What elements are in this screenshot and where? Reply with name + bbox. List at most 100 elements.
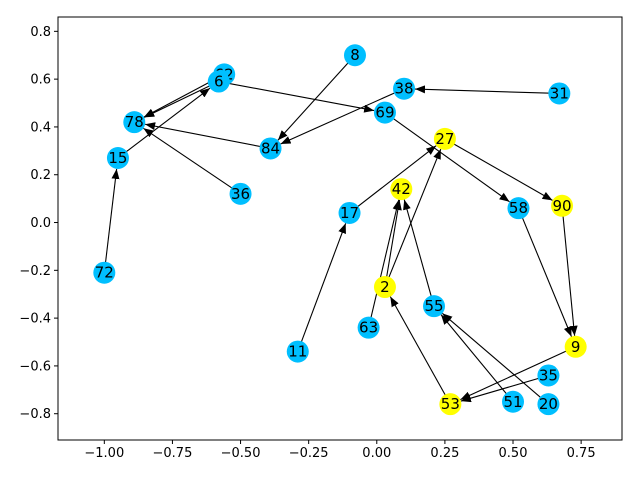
node-9: 9 (564, 335, 587, 358)
node-circle (93, 261, 116, 284)
edge-27-to-90 (444, 138, 553, 201)
edge-51-to-55 (440, 314, 514, 403)
node-label: 35 (539, 366, 558, 384)
node-label: 2 (380, 278, 390, 296)
node-label: 51 (503, 393, 522, 411)
node-circle (537, 364, 560, 387)
edge-63-to-42 (368, 199, 401, 328)
y-tick-label: −0.4 (19, 312, 51, 327)
node-63: 63 (357, 316, 380, 339)
node-circle (423, 295, 445, 318)
node-11: 11 (286, 340, 309, 363)
node-circle (338, 201, 361, 224)
node-circle (390, 178, 413, 201)
node-69: 69 (373, 101, 396, 124)
node-17: 17 (338, 201, 361, 224)
edge-38-to-84 (280, 88, 405, 145)
node-label: 55 (424, 297, 443, 315)
x-tick-label: −0.75 (153, 446, 193, 461)
x-axis-ticks: −1.00 −0.75 −0.50 −0.25 0.00 0.25 0.50 0.75 (84, 440, 596, 461)
edge-8-to-84 (277, 54, 356, 141)
x-tick-label: 0.00 (362, 446, 391, 461)
edge-6-to-69 (218, 80, 375, 113)
node-label: 8 (350, 46, 360, 64)
node-label: 9 (571, 338, 581, 356)
y-tick-label: 0.2 (30, 168, 51, 183)
node-circle (207, 70, 230, 93)
node-circle (564, 335, 587, 358)
node-label: 84 (261, 139, 280, 157)
x-tick-label: 0.25 (430, 446, 459, 461)
node-51: 51 (502, 390, 525, 413)
node-circle (343, 44, 366, 67)
node-72: 72 (93, 261, 116, 284)
node-circle (537, 393, 560, 416)
node-58: 58 (507, 197, 530, 220)
edge-17-to-27 (349, 145, 437, 214)
y-tick-label: 0.4 (30, 120, 51, 135)
node-label: 31 (550, 84, 569, 102)
node-label: 53 (441, 395, 460, 413)
node-31: 31 (548, 82, 571, 105)
edge-11-to-17 (297, 223, 347, 352)
edge-2-to-27 (384, 148, 442, 288)
edge-15-to-6 (117, 87, 211, 159)
node-circle (439, 393, 462, 416)
node-label: 36 (231, 185, 250, 203)
x-tick-label: 0.75 (567, 446, 596, 461)
node-label: 15 (108, 149, 127, 167)
node-84: 84 (259, 137, 282, 160)
node-label: 78 (125, 113, 144, 131)
node-15: 15 (106, 147, 129, 169)
node-circle (229, 182, 252, 205)
node-circle (551, 194, 574, 217)
edge-72-to-15 (103, 168, 120, 273)
node-label: 63 (359, 319, 378, 337)
edge-53-to-2 (389, 296, 451, 405)
node-circle (548, 82, 571, 105)
y-tick-label: −0.2 (19, 264, 51, 279)
node-55: 55 (423, 295, 445, 318)
node-circle (123, 111, 146, 134)
y-tick-label: −0.6 (19, 359, 51, 374)
node-circle (373, 276, 396, 299)
node-circle (259, 137, 282, 160)
node-circle (357, 316, 380, 339)
node-label: 27 (435, 130, 454, 148)
y-tick-label: 0.8 (30, 25, 51, 40)
edge-20-to-55 (441, 312, 549, 405)
edge-6-to-78 (143, 81, 219, 118)
node-20: 20 (537, 393, 560, 416)
node-2: 2 (373, 276, 396, 299)
node-circle (373, 101, 396, 124)
y-tick-label: −0.8 (19, 407, 51, 422)
node-label: 20 (539, 395, 558, 413)
node-label: 38 (394, 80, 413, 98)
x-tick-label: −1.00 (84, 446, 124, 461)
node-36: 36 (229, 182, 252, 205)
edge-31-to-38 (415, 85, 560, 95)
node-label: 72 (95, 264, 114, 282)
node-circle (502, 390, 525, 413)
x-tick-label: 0.50 (499, 446, 528, 461)
node-label: 17 (340, 204, 359, 222)
node-label: 69 (375, 104, 394, 122)
y-tick-label: 0.0 (30, 216, 51, 231)
node-6: 6 (207, 70, 230, 93)
node-42: 42 (390, 178, 413, 201)
edge-84-to-78 (144, 122, 271, 149)
node-circle (433, 127, 456, 150)
node-label: 6 (214, 73, 224, 91)
edge-69-to-58 (384, 112, 510, 203)
node-38: 38 (393, 77, 416, 100)
node-circle (507, 197, 530, 220)
edge-90-to-9 (561, 205, 578, 336)
y-axis-ticks: −0.8 −0.6 −0.4 −0.2 0.0 0.2 0.4 0.6 0.8 (19, 25, 58, 422)
x-tick-label: −0.25 (289, 446, 329, 461)
node-35: 35 (537, 364, 560, 387)
graph-edges (103, 54, 578, 405)
node-27: 27 (433, 127, 456, 150)
node-circle (286, 340, 309, 363)
edge-58-to-9 (517, 207, 572, 337)
edge-55-to-42 (403, 199, 435, 307)
